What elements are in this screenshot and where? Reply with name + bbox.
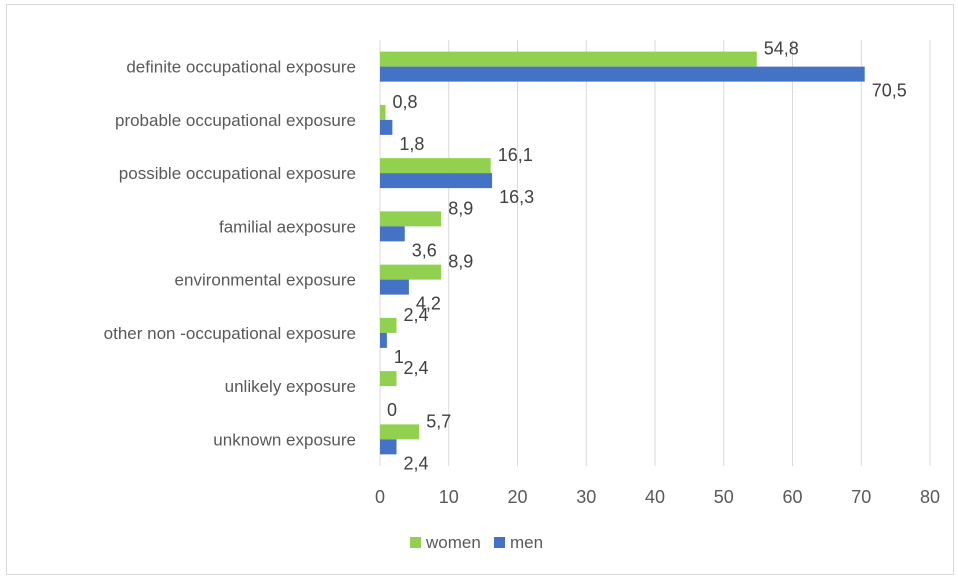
data-label-women: 5,7 bbox=[426, 411, 451, 431]
bar-women bbox=[380, 158, 491, 174]
x-tick-label: 70 bbox=[851, 487, 871, 507]
category-label: unlikely exposure bbox=[225, 377, 356, 396]
category-label: environmental exposure bbox=[175, 271, 356, 290]
bar-women bbox=[380, 51, 757, 67]
category-label: familial aexposure bbox=[219, 217, 356, 236]
legend-label-men: men bbox=[510, 533, 543, 552]
bar-women bbox=[380, 371, 397, 387]
data-label-women: 2,4 bbox=[404, 305, 429, 325]
bar-men bbox=[380, 439, 397, 455]
data-label-men: 16,3 bbox=[499, 187, 534, 207]
bar-men bbox=[380, 173, 493, 189]
bar-men bbox=[380, 66, 865, 82]
category-label: unknown exposure bbox=[213, 430, 356, 449]
data-label-men: 1,8 bbox=[399, 134, 424, 154]
legend-swatch-women bbox=[410, 537, 421, 548]
data-label-women: 2,4 bbox=[404, 358, 429, 378]
bar-men bbox=[380, 226, 405, 242]
x-tick-label: 50 bbox=[714, 487, 734, 507]
x-tick-label: 40 bbox=[645, 487, 665, 507]
x-tick-label: 0 bbox=[375, 487, 385, 507]
x-tick-label: 30 bbox=[576, 487, 596, 507]
data-label-men: 2,4 bbox=[404, 453, 429, 473]
data-label-women: 16,1 bbox=[498, 145, 533, 165]
bar-men bbox=[380, 279, 409, 295]
data-label-women: 54,8 bbox=[764, 39, 799, 59]
category-label: possible occupational exposure bbox=[119, 164, 356, 183]
data-label-men: 0 bbox=[387, 400, 397, 420]
data-label-men: 3,6 bbox=[412, 240, 437, 260]
chart-frame bbox=[6, 4, 954, 575]
data-label-men: 70,5 bbox=[872, 81, 907, 101]
x-tick-label: 20 bbox=[507, 487, 527, 507]
bar-men bbox=[380, 119, 393, 135]
data-label-women: 8,9 bbox=[448, 198, 473, 218]
legend-label-women: women bbox=[425, 533, 481, 552]
data-label-men: 4,2 bbox=[416, 294, 441, 314]
x-tick-label: 80 bbox=[920, 487, 940, 507]
legend-swatch-men bbox=[494, 537, 505, 548]
bar-women bbox=[380, 424, 420, 440]
bar-women bbox=[380, 211, 442, 227]
data-label-women: 0,8 bbox=[393, 92, 418, 112]
category-label: probable occupational exposure bbox=[115, 111, 356, 130]
bar-women bbox=[380, 104, 386, 120]
x-tick-label: 60 bbox=[782, 487, 802, 507]
data-label-men: 1 bbox=[394, 347, 404, 367]
category-label: definite occupational exposure bbox=[126, 58, 356, 77]
x-tick-label: 10 bbox=[439, 487, 459, 507]
category-label: other non -occupational exposure bbox=[104, 324, 356, 343]
bar-women bbox=[380, 317, 397, 333]
bar-women bbox=[380, 264, 442, 280]
bar-men bbox=[380, 332, 387, 348]
data-label-women: 8,9 bbox=[448, 252, 473, 272]
